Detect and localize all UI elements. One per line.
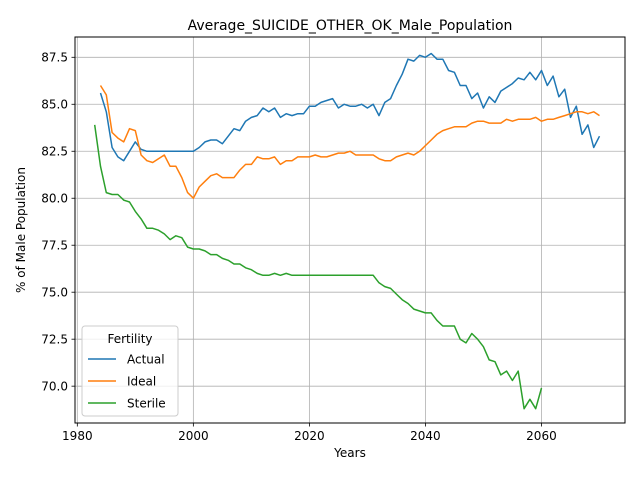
x-tick-label: 2020: [294, 429, 325, 443]
ticks: 1980 2000 2020 2040 2060 70.0 72.5 75.0 77.5 80.0…: [41, 51, 556, 443]
series-line-ideal: [99, 85, 600, 199]
series-line-sterile: [93, 124, 543, 410]
x-axis-label: Years: [333, 446, 366, 460]
y-tick-label: 70.0: [41, 379, 68, 393]
x-tick-label: 1980: [62, 429, 93, 443]
y-tick-label: 82.5: [41, 145, 68, 159]
series-line-actual: [99, 52, 601, 162]
axes-frame: [74, 36, 626, 424]
x-tick-label: 2040: [410, 429, 441, 443]
y-tick-label: 85.0: [41, 98, 68, 112]
y-tick-label: 75.0: [41, 286, 68, 300]
y-tick-label: 80.0: [41, 192, 68, 206]
y-tick-label: 72.5: [41, 332, 68, 346]
x-tick-label: 2000: [178, 429, 209, 443]
y-tick-label: 87.5: [41, 51, 68, 65]
legend-title: Fertility: [107, 332, 152, 346]
legend-box: [81, 325, 179, 417]
legend-label-actual: Actual: [127, 352, 165, 366]
legend-label-sterile: Sterile: [127, 396, 166, 410]
y-axis-label: % of Male Population: [14, 167, 28, 293]
chart-title: Average_SUICIDE_OTHER_OK_Male_Population: [188, 18, 513, 34]
legend-items: Actual Ideal Sterile: [88, 352, 166, 410]
y-tick-label: 77.5: [41, 239, 68, 253]
legend-label-ideal: Ideal: [127, 374, 156, 388]
x-tick-label: 2060: [526, 429, 557, 443]
series-lines: [93, 52, 601, 410]
legend: Fertility Actual Ideal Sterile: [81, 325, 179, 417]
